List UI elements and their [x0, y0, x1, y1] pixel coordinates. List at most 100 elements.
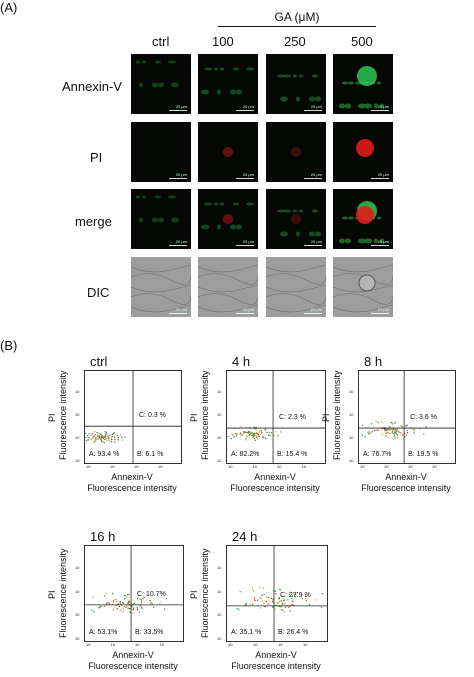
y-axis-label-line2: Fluorescence intensity — [200, 548, 210, 638]
event-dot — [251, 587, 254, 589]
event-dot — [103, 435, 105, 438]
event-dot — [129, 607, 131, 610]
event-dot — [136, 607, 138, 609]
event-dot — [100, 436, 103, 438]
green-speck — [158, 217, 164, 223]
flow-plot-box: A: 35.1 % B: 26.4 % C: 27.9 % — [226, 545, 328, 642]
green-cell — [357, 66, 377, 86]
event-dot — [153, 606, 155, 608]
event-dot — [413, 430, 416, 432]
y-tick-label: 10 — [217, 636, 222, 641]
y-axis-label-line2: Fluorescence intensity — [200, 370, 210, 460]
micrograph-green-3: 20 μm — [333, 54, 393, 114]
rounded-cell — [358, 274, 376, 292]
event-dot — [262, 587, 264, 589]
event-dot — [259, 430, 261, 432]
green-speck — [315, 231, 321, 237]
event-dot — [253, 437, 256, 440]
event-dot — [394, 428, 397, 431]
event-dot — [90, 438, 92, 440]
event-dot — [308, 603, 311, 606]
cell-outline — [131, 304, 191, 313]
event-dot — [256, 599, 259, 602]
y-axis-label-line1: PI — [47, 413, 57, 422]
event-dot — [253, 598, 255, 600]
event-dot — [260, 430, 263, 432]
event-dot — [105, 592, 107, 594]
event-dot — [87, 439, 89, 441]
scatter-svg — [85, 371, 181, 463]
event-dot — [389, 432, 391, 435]
event-dot — [94, 440, 96, 443]
event-dot — [143, 596, 145, 599]
green-speck — [345, 103, 351, 109]
col-header-100: 100 — [212, 34, 234, 49]
event-dot — [283, 599, 285, 601]
green-speck — [236, 89, 242, 95]
red-cell — [223, 147, 233, 157]
event-dot — [245, 437, 247, 440]
scale-bar — [304, 110, 322, 111]
event-dot — [129, 611, 131, 614]
green-speck — [342, 216, 348, 220]
micrograph-image — [277, 74, 321, 102]
scale-bar — [236, 110, 254, 111]
event-dot — [115, 598, 117, 601]
quadrant-c-label: C: 3.6 % — [410, 414, 437, 422]
micrograph-red-2: 20 μm — [266, 122, 326, 182]
green-speck — [348, 216, 354, 220]
scale-bar — [169, 178, 187, 179]
scale-bar — [371, 245, 389, 246]
event-dot — [394, 437, 396, 439]
event-dot — [106, 602, 108, 605]
event-dot — [112, 601, 115, 603]
event-dot — [378, 429, 380, 431]
event-dot — [255, 436, 258, 438]
event-dot — [280, 431, 282, 433]
green-speck — [136, 60, 140, 64]
event-dot — [259, 433, 261, 436]
event-dot — [283, 603, 286, 605]
green-speck — [139, 82, 143, 88]
green-speck — [380, 238, 384, 244]
y-tick-label: 10 — [75, 435, 80, 440]
green-speck — [136, 195, 140, 199]
event-dot — [105, 437, 107, 440]
event-dot — [249, 433, 252, 435]
event-dot — [375, 429, 377, 432]
event-dot — [371, 422, 373, 425]
flow-plot-box: A: 93.4 % B: 6.1 % C: 0.3 % — [84, 370, 182, 464]
event-dot — [92, 437, 94, 440]
micrograph-image — [291, 147, 301, 157]
event-dot — [395, 430, 397, 432]
event-dot — [305, 597, 307, 600]
event-dot — [387, 432, 390, 434]
scale-bar — [371, 178, 389, 179]
event-dot — [110, 440, 113, 443]
event-dot — [231, 434, 234, 436]
x-tick-label: 10 — [159, 642, 164, 647]
event-dot — [395, 433, 397, 435]
quadrant-a-label: A: 76.7% — [363, 451, 392, 458]
green-speck — [293, 209, 297, 213]
event-dot — [128, 600, 130, 603]
event-dot — [88, 436, 90, 439]
cell-outline — [333, 293, 393, 305]
event-dot — [93, 610, 95, 613]
event-dot — [257, 435, 259, 438]
event-dot — [294, 593, 297, 596]
green-speck — [299, 74, 303, 78]
event-dot — [111, 438, 113, 441]
event-dot — [98, 436, 101, 439]
event-dot — [292, 595, 294, 597]
event-dot — [386, 436, 388, 439]
scale-bar-label: 20 μm — [242, 307, 254, 312]
event-dot — [116, 600, 118, 602]
green-speck — [214, 67, 218, 71]
green-speck — [358, 238, 366, 244]
event-dot — [279, 600, 281, 603]
green-speck — [152, 217, 158, 223]
event-dot — [235, 435, 238, 437]
event-dot — [283, 610, 286, 613]
cell-outline — [198, 304, 258, 313]
